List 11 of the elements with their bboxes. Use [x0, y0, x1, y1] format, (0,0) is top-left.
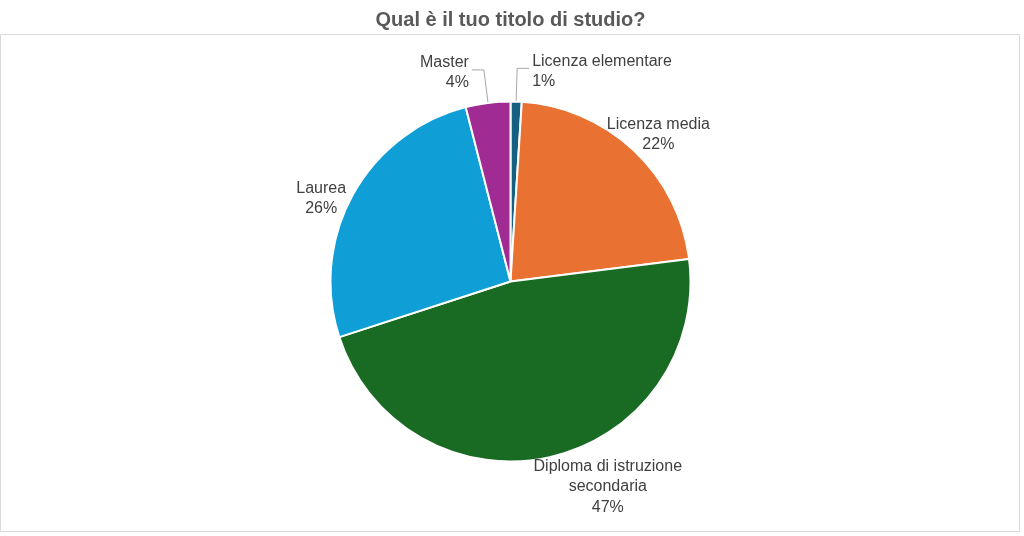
data-label: 1%: [532, 71, 556, 89]
slice-label: Licenza elementare: [532, 51, 672, 69]
data-label: 4%: [445, 73, 469, 91]
data-label: 22%: [642, 134, 675, 152]
chart-title: Qual è il tuo titolo di studio?: [375, 7, 646, 30]
slice-label: Master: [419, 53, 470, 71]
data-label: 47%: [591, 497, 624, 515]
data-label: 26%: [305, 198, 338, 216]
slice-label: Laurea: [296, 178, 347, 196]
slice-label: Diploma di istruzione secondaria: [533, 457, 683, 495]
slice-label: Licenza media: [606, 114, 711, 132]
